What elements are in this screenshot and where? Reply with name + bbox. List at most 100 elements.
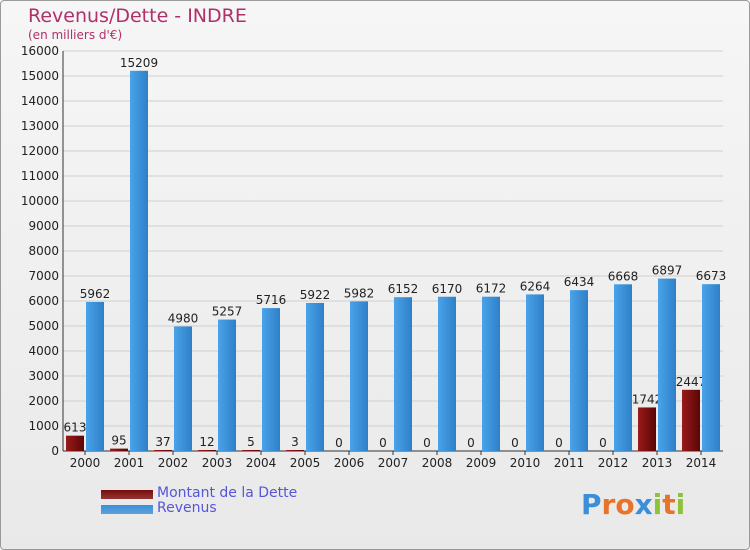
logo-letter: x xyxy=(634,488,653,521)
bar-revenus xyxy=(174,326,192,451)
data-label-revenus: 15209 xyxy=(120,56,158,70)
x-tick-label: 2011 xyxy=(554,456,585,470)
y-tick-label: 16000 xyxy=(21,44,59,58)
bar-revenus xyxy=(350,301,368,451)
data-label-dette: 0 xyxy=(467,436,475,450)
x-tick-label: 2012 xyxy=(598,456,629,470)
data-label-revenus: 6152 xyxy=(388,282,419,296)
x-tick-label: 2006 xyxy=(334,456,365,470)
bar-dette xyxy=(286,450,304,451)
x-tick-label: 2013 xyxy=(642,456,673,470)
y-tick-label: 7000 xyxy=(28,269,59,283)
y-tick-label: 2000 xyxy=(28,394,59,408)
data-label-dette: 1742 xyxy=(632,392,663,406)
data-label-dette: 0 xyxy=(599,436,607,450)
x-tick-label: 2005 xyxy=(290,456,321,470)
data-label-revenus: 6897 xyxy=(652,264,683,278)
data-label-revenus: 6434 xyxy=(564,275,595,289)
x-tick-label: 2008 xyxy=(422,456,453,470)
data-label-revenus: 5716 xyxy=(256,293,287,307)
bar-dette xyxy=(198,450,216,451)
data-label-revenus: 6170 xyxy=(432,282,463,296)
chart-title: Revenus/Dette - INDRE xyxy=(28,5,247,27)
data-label-revenus: 6673 xyxy=(696,269,727,283)
data-label-dette: 12 xyxy=(199,435,214,449)
x-tick-label: 2009 xyxy=(466,456,497,470)
chart-subtitle: (en milliers d'€) xyxy=(28,28,123,42)
y-tick-label: 10000 xyxy=(21,194,59,208)
data-label-revenus: 5982 xyxy=(344,286,375,300)
y-tick-label: 5000 xyxy=(28,319,59,333)
x-tick-label: 2010 xyxy=(510,456,541,470)
bar-revenus xyxy=(482,296,500,451)
data-label-revenus: 6264 xyxy=(520,279,551,293)
bar-dette xyxy=(154,450,172,451)
bar-chart: 0100020003000400050006000700080009000100… xyxy=(21,44,727,470)
bar-revenus xyxy=(306,302,324,451)
data-label-dette: 613 xyxy=(64,421,87,435)
bar-revenus xyxy=(658,278,676,451)
bar-revenus xyxy=(394,297,412,451)
data-label-dette: 3 xyxy=(291,435,299,449)
bar-revenus xyxy=(614,284,632,451)
y-tick-label: 14000 xyxy=(21,94,59,108)
x-tick-label: 2014 xyxy=(686,456,717,470)
bar-revenus xyxy=(438,296,456,451)
data-label-revenus: 6172 xyxy=(476,282,507,296)
data-label-dette: 5 xyxy=(247,435,255,449)
x-tick-label: 2002 xyxy=(158,456,189,470)
bar-revenus xyxy=(218,319,236,451)
x-tick-label: 2000 xyxy=(70,456,101,470)
x-tick-label: 2007 xyxy=(378,456,409,470)
bar-revenus xyxy=(570,290,588,451)
data-label-revenus: 4980 xyxy=(168,312,199,326)
bar-revenus xyxy=(86,301,104,451)
logo-letter: P xyxy=(581,488,602,521)
data-label-dette: 2447 xyxy=(676,375,707,389)
y-tick-label: 12000 xyxy=(21,144,59,158)
data-label-dette: 0 xyxy=(335,436,343,450)
bar-dette xyxy=(682,389,700,451)
logo-letter: o xyxy=(615,488,635,521)
logo-letter: r xyxy=(601,488,616,521)
data-label-dette: 95 xyxy=(111,434,126,448)
legend-label-dette: Montant de la Dette xyxy=(157,485,298,501)
bar-revenus xyxy=(526,294,544,451)
y-tick-label: 4000 xyxy=(28,344,59,358)
data-label-dette: 37 xyxy=(155,435,170,449)
x-tick-label: 2003 xyxy=(202,456,233,470)
bar-dette xyxy=(638,407,656,451)
y-tick-label: 11000 xyxy=(21,169,59,183)
logo-letter: i xyxy=(675,488,686,521)
x-tick-label: 2001 xyxy=(114,456,145,470)
y-tick-label: 3000 xyxy=(28,369,59,383)
bar-dette xyxy=(110,448,128,451)
data-label-dette: 0 xyxy=(511,436,519,450)
y-tick-label: 15000 xyxy=(21,69,59,83)
logo-letter: i xyxy=(652,488,663,521)
y-tick-label: 1000 xyxy=(28,419,59,433)
legend-swatch-revenus xyxy=(101,505,153,514)
y-tick-label: 8000 xyxy=(28,244,59,258)
data-label-revenus: 5257 xyxy=(212,305,243,319)
data-label-revenus: 6668 xyxy=(608,269,639,283)
x-tick-label: 2004 xyxy=(246,456,277,470)
legend-swatch-dette xyxy=(101,490,153,499)
bar-dette xyxy=(242,450,260,451)
bar-dette xyxy=(66,435,84,451)
y-tick-label: 0 xyxy=(51,444,59,458)
y-tick-label: 9000 xyxy=(28,219,59,233)
data-label-dette: 0 xyxy=(555,436,563,450)
proxiti-logo[interactable]: Proxiti xyxy=(581,488,685,521)
bar-revenus xyxy=(262,308,280,451)
bar-revenus xyxy=(130,70,148,452)
y-tick-label: 13000 xyxy=(21,119,59,133)
data-label-dette: 0 xyxy=(379,436,387,450)
bar-revenus xyxy=(702,284,720,451)
data-label-revenus: 5922 xyxy=(300,288,331,302)
data-label-revenus: 5962 xyxy=(80,287,111,301)
legend-label-revenus: Revenus xyxy=(157,500,217,516)
y-tick-label: 6000 xyxy=(28,294,59,308)
data-label-dette: 0 xyxy=(423,436,431,450)
